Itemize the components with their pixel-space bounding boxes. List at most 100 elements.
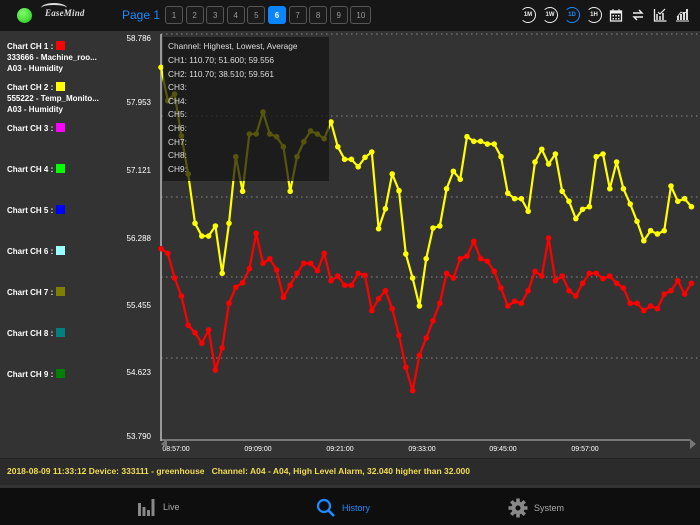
calendar-icon[interactable] xyxy=(608,7,624,23)
nav-live[interactable]: Live xyxy=(137,498,180,516)
legend-channel-3[interactable]: Chart CH 3 : xyxy=(7,123,66,134)
data-point-ch2 xyxy=(382,205,389,212)
data-point-ch1 xyxy=(641,307,647,314)
page-label[interactable]: Page 1 xyxy=(122,8,161,22)
data-point-ch2 xyxy=(375,225,382,232)
data-point-ch1 xyxy=(525,287,531,294)
data-point-ch1 xyxy=(518,300,525,307)
stats-tooltip: Channel: Highest, Lowest, Average CH1: 1… xyxy=(163,37,329,181)
data-point-ch1 xyxy=(654,305,661,312)
data-point-ch2 xyxy=(593,153,599,160)
data-point-ch2 xyxy=(579,206,586,213)
data-point-ch1 xyxy=(498,285,504,291)
data-point-ch2 xyxy=(464,133,470,140)
legend-channel-8[interactable]: Chart CH 8 : xyxy=(7,328,66,339)
data-point-ch2 xyxy=(226,220,232,227)
data-point-ch1 xyxy=(199,340,205,347)
channel-color-swatch xyxy=(56,41,66,50)
data-point-ch1 xyxy=(491,268,498,275)
data-point-ch1 xyxy=(301,260,307,267)
chart-check-icon[interactable] xyxy=(652,7,668,23)
page-button-2[interactable]: 2 xyxy=(185,6,204,24)
data-point-ch1 xyxy=(171,275,178,281)
y-tick-label: 57.953 xyxy=(126,98,151,107)
alarm-message: 2018-08-09 11:33:12 Device: 333111 - gre… xyxy=(7,466,470,476)
data-point-ch1 xyxy=(566,287,572,294)
legend-channel-4[interactable]: Chart CH 4 : xyxy=(7,164,66,175)
data-point-ch2 xyxy=(518,195,525,202)
data-point-ch1 xyxy=(409,387,416,394)
swap-icon[interactable] xyxy=(630,7,646,23)
one-hour-icon[interactable]: 1H xyxy=(586,7,602,23)
page-button-5[interactable]: 5 xyxy=(247,6,266,24)
page-button-8[interactable]: 8 xyxy=(309,6,328,24)
one-month-icon[interactable]: 1M xyxy=(520,7,536,23)
page-button-4[interactable]: 4 xyxy=(226,6,245,24)
alarm-message-bar[interactable]: 2018-08-09 11:33:12 Device: 333111 - gre… xyxy=(0,458,700,485)
one-week-icon[interactable]: 1W xyxy=(542,7,558,23)
legend-channel-9[interactable]: Chart CH 9 : xyxy=(7,369,66,380)
tooltip-line-ch7: CH7: xyxy=(168,137,187,147)
nav-system[interactable]: System xyxy=(508,498,564,518)
x-tick-label: 09:21:00 xyxy=(326,446,354,453)
data-point-ch1 xyxy=(586,270,593,277)
data-point-ch2 xyxy=(328,119,334,125)
data-point-ch2 xyxy=(688,203,695,210)
legend-channel-2[interactable]: Chart CH 2 :555222 - Temp_Monito... A03 -… xyxy=(7,82,99,114)
page-button-3[interactable]: 3 xyxy=(206,6,225,24)
channel-color-swatch xyxy=(56,82,66,91)
data-point-ch2 xyxy=(491,141,498,147)
data-point-ch1 xyxy=(294,270,300,277)
data-point-ch2 xyxy=(212,223,219,229)
one-day-icon[interactable]: 1D xyxy=(564,7,580,23)
data-point-ch1 xyxy=(335,273,341,279)
bar-chart-icon xyxy=(138,499,155,516)
bar-chart-icon[interactable] xyxy=(674,7,690,23)
data-point-ch2 xyxy=(641,237,647,244)
page-selector: 1 2 3 4 5 6 7 8 9 10 xyxy=(165,6,372,24)
bottom-navigation: Live History System xyxy=(0,488,700,525)
data-point-ch1 xyxy=(362,272,368,279)
legend-channel-7[interactable]: Chart CH 7 : xyxy=(7,287,66,298)
data-point-ch2 xyxy=(545,161,552,167)
y-tick-label: 57.121 xyxy=(126,166,151,175)
data-point-ch1 xyxy=(464,253,470,259)
legend-channel-6[interactable]: Chart CH 6 : xyxy=(7,246,66,257)
legend-channel-1[interactable]: Chart CH 1 :333666 - Machine_roo... A03 -… xyxy=(7,41,97,73)
data-point-ch2 xyxy=(607,185,613,192)
page-button-10[interactable]: 10 xyxy=(350,6,372,24)
data-point-ch2 xyxy=(668,183,674,189)
search-icon xyxy=(316,498,335,517)
data-point-ch2 xyxy=(532,159,538,165)
data-point-ch1 xyxy=(634,300,640,307)
channel-color-swatch xyxy=(56,123,66,132)
tooltip-line-ch4: CH4: xyxy=(168,96,187,106)
data-point-ch1 xyxy=(280,294,287,301)
nav-history-label: History xyxy=(342,503,371,513)
data-point-ch1 xyxy=(158,245,164,252)
toolbar-icons: 1M 1W 1D 1H xyxy=(520,7,690,23)
data-point-ch1 xyxy=(389,305,396,312)
tooltip-line-ch1: CH1: 110.70; 51.600; 59.556 xyxy=(168,55,274,65)
data-point-ch2 xyxy=(559,188,565,195)
nav-history[interactable]: History xyxy=(316,498,370,518)
data-point-ch2 xyxy=(199,233,205,239)
channel-color-swatch xyxy=(56,246,66,255)
x-tick-label: 09:45:00 xyxy=(489,446,517,453)
data-point-ch2 xyxy=(158,64,164,71)
data-point-ch2 xyxy=(573,215,579,222)
page-button-9[interactable]: 9 xyxy=(329,6,348,24)
page-button-6[interactable]: 6 xyxy=(267,6,286,24)
legend-channel-5[interactable]: Chart CH 5 : xyxy=(7,205,66,216)
data-point-ch1 xyxy=(450,275,457,281)
data-point-ch1 xyxy=(511,298,518,305)
data-point-ch2 xyxy=(369,149,375,155)
page-button-1[interactable]: 1 xyxy=(165,6,183,24)
data-point-ch2 xyxy=(539,146,545,153)
page-button-7[interactable]: 7 xyxy=(288,6,307,24)
data-point-ch1 xyxy=(532,268,538,275)
x-tick-label: 09:57:00 xyxy=(571,446,599,453)
data-point-ch2 xyxy=(430,225,436,231)
data-point-ch2 xyxy=(287,188,294,195)
